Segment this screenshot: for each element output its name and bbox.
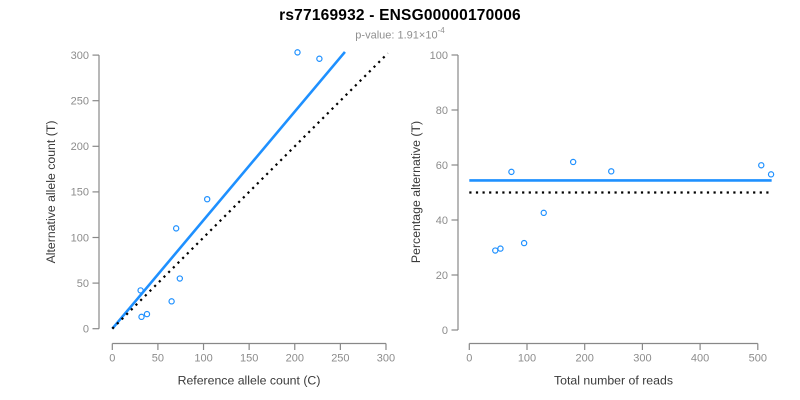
percentage-vs-coverage-plot: 0 100 200 300 400 500 0 20 40 60 80 100 Total number… bbox=[409, 50, 775, 388]
x-tick-label: 300 bbox=[633, 353, 651, 365]
x-tick-label: 200 bbox=[576, 353, 594, 365]
data-point bbox=[608, 168, 615, 175]
data-point bbox=[520, 239, 528, 247]
pvalue-text: p-value: 1.91×10 bbox=[355, 29, 438, 42]
y-tick-label: 50 bbox=[77, 278, 89, 290]
data-point bbox=[316, 55, 323, 62]
data-point bbox=[143, 310, 151, 318]
identity-line bbox=[111, 52, 389, 330]
y-tick-label: 20 bbox=[436, 270, 448, 282]
y-tick-label: 150 bbox=[71, 187, 89, 199]
x-tick-label: 0 bbox=[466, 353, 472, 365]
x-tick-label: 400 bbox=[691, 353, 709, 365]
x-axis-title: Reference allele count (C) bbox=[178, 374, 321, 388]
data-point bbox=[137, 287, 144, 294]
data-point bbox=[138, 313, 145, 321]
data-point bbox=[168, 298, 175, 305]
y-axis: 0 20 40 60 80 100 bbox=[430, 50, 459, 337]
y-axis: 0 50 100 150 200 250 300 bbox=[71, 50, 100, 336]
x-axis: 0 50 100 150 200 250 300 bbox=[109, 342, 395, 365]
plot-subtitle: p-value: 1.91×10-4 bbox=[0, 26, 800, 42]
x-tick-label: 100 bbox=[194, 353, 212, 365]
x-tick-label: 50 bbox=[152, 353, 164, 365]
allele-counts-plot: 0 50 100 150 200 250 300 0 50 100 150 200 250 300 Refe… bbox=[44, 49, 395, 388]
x-tick-label: 0 bbox=[109, 353, 115, 365]
y-tick-label: 0 bbox=[442, 325, 448, 337]
data-point bbox=[569, 158, 577, 166]
y-axis-title: Percentage alternative (T) bbox=[409, 121, 423, 263]
y-axis-title: Alternative allele count (T) bbox=[44, 121, 58, 264]
data-point bbox=[492, 247, 499, 254]
data-point bbox=[758, 162, 765, 169]
allelic-ratio-line bbox=[111, 51, 346, 330]
x-axis-title: Total number of reads bbox=[554, 374, 673, 388]
data-point bbox=[508, 168, 515, 176]
x-tick-label: 200 bbox=[286, 353, 304, 365]
data-point bbox=[540, 209, 547, 217]
data-points bbox=[137, 49, 323, 321]
y-tick-label: 200 bbox=[71, 141, 89, 153]
y-tick-label: 80 bbox=[436, 105, 448, 117]
x-tick-label: 300 bbox=[377, 353, 395, 365]
data-point bbox=[203, 195, 211, 203]
y-tick-label: 300 bbox=[71, 50, 89, 62]
y-tick-label: 0 bbox=[83, 324, 89, 336]
figure-header: rs77169932 - ENSG00000170006 p-value: 1.… bbox=[0, 0, 800, 42]
x-axis: 0 100 200 300 400 500 bbox=[466, 342, 767, 365]
x-tick-label: 500 bbox=[749, 353, 767, 365]
x-tick-label: 250 bbox=[331, 353, 349, 365]
x-tick-label: 150 bbox=[240, 353, 258, 365]
y-tick-label: 60 bbox=[436, 160, 448, 172]
x-tick-label: 100 bbox=[518, 353, 536, 365]
data-point bbox=[497, 245, 504, 252]
y-tick-label: 40 bbox=[436, 215, 448, 227]
y-tick-label: 250 bbox=[71, 96, 89, 108]
data-points bbox=[492, 158, 775, 254]
data-point bbox=[767, 171, 775, 178]
pvalue-exponent: -4 bbox=[437, 26, 445, 35]
y-tick-label: 100 bbox=[430, 50, 448, 62]
data-point bbox=[176, 275, 184, 282]
data-point bbox=[172, 225, 180, 232]
data-point bbox=[294, 49, 301, 56]
plot-title: rs77169932 - ENSG00000170006 bbox=[279, 7, 521, 24]
y-tick-label: 100 bbox=[71, 232, 89, 244]
